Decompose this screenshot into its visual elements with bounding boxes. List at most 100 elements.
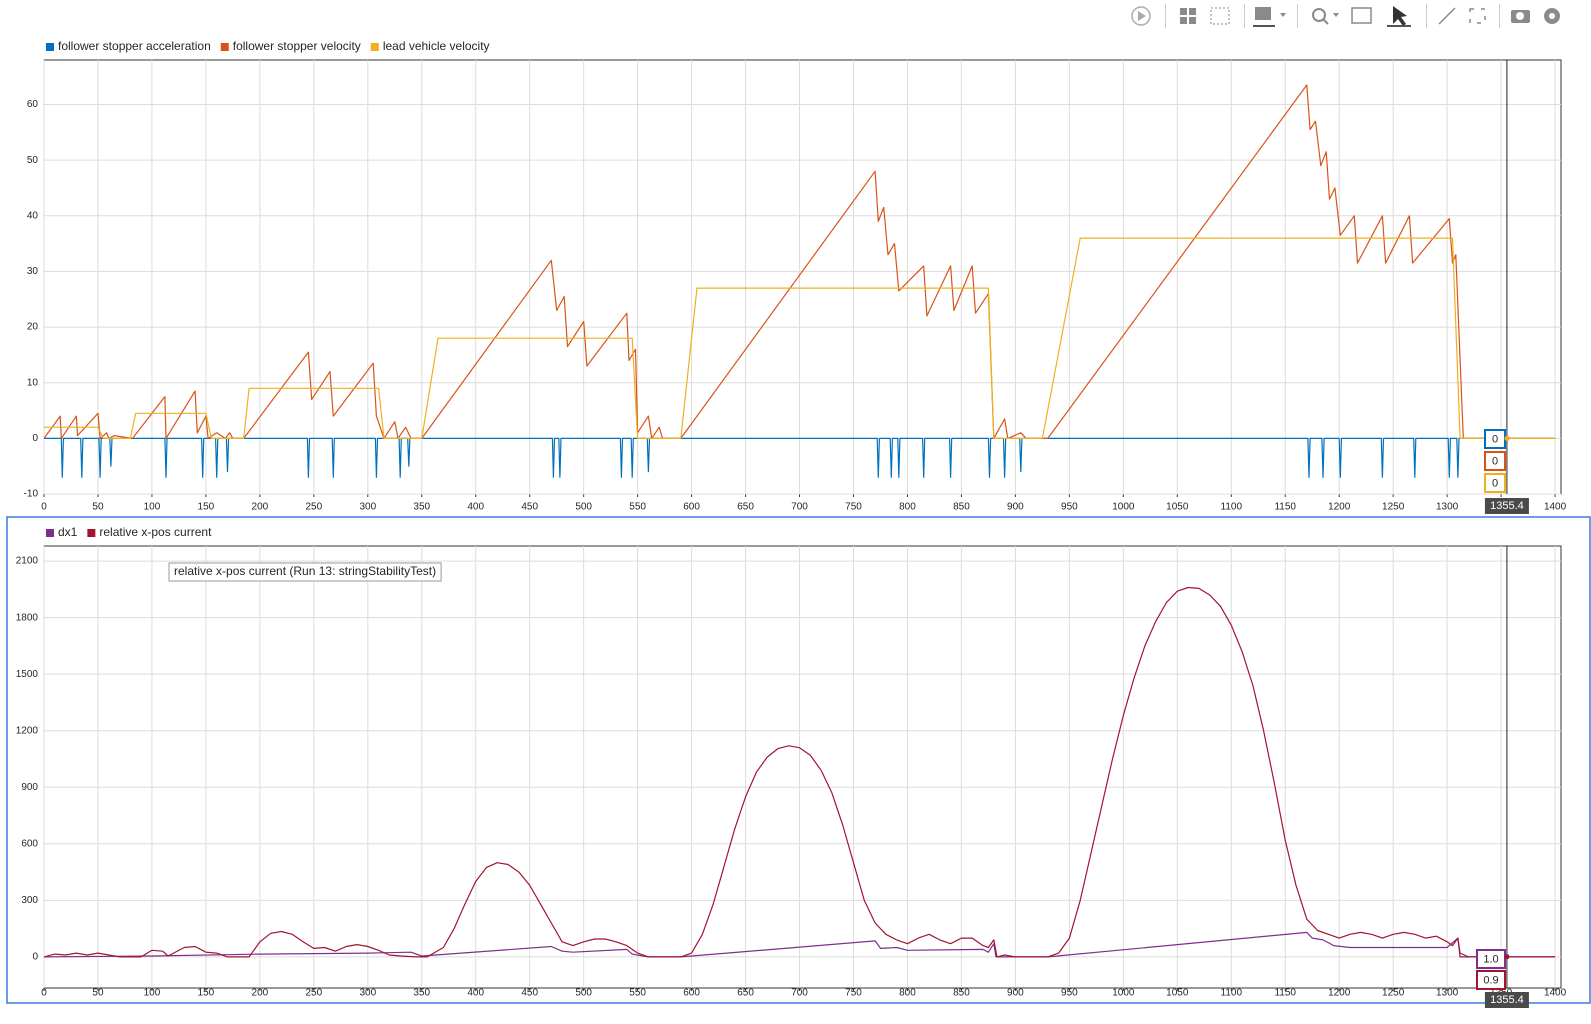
x-tick-label: 850 [953,988,970,999]
x-tick-label: 500 [575,502,592,513]
y-tick-label: 0 [32,952,38,963]
legend-swatch [370,43,379,51]
fullscreen-button[interactable] [1469,8,1486,24]
legend-label: dx1 [58,525,78,539]
y-tick-label: 1800 [16,612,39,623]
x-tick-label: 1100 [1221,988,1243,999]
layout-button[interactable] [1180,8,1196,24]
cursor-point [1504,435,1510,441]
legend: dx1 relative x-pos current [46,525,212,539]
x-tick-label: 650 [737,502,754,513]
fit-button[interactable] [1351,7,1372,24]
x-tick-label: 250 [305,502,322,513]
x-tick-label: 1050 [1166,988,1189,999]
series-line [43,931,1556,958]
expand-button[interactable] [1438,7,1456,25]
cursor-value-box [1484,451,1506,471]
x-tick-label: 1200 [1328,988,1351,999]
x-tick-label: 150 [198,502,215,513]
settings-button[interactable] [1544,8,1560,24]
legend-swatch [46,529,54,537]
x-tick-label: 600 [683,988,700,999]
y-tick-label: 60 [27,99,39,110]
x-tick-label: 50 [92,988,104,999]
x-tick-label: 100 [144,988,161,999]
separator [1499,4,1500,28]
plot-area [43,59,1562,495]
legend-label: relative x-pos current [99,525,212,539]
x-tick-label: 450 [521,502,538,513]
x-tick-label: 400 [467,988,484,999]
cursor-value: 0 [1492,477,1498,489]
legend-label: lead vehicle velocity [383,39,490,53]
cursor-value: 0 [1492,455,1498,467]
cursor-value: 0.9 [1483,974,1498,986]
annotation-box [168,562,442,582]
cursor-label: 1355.4 [1490,500,1524,512]
series-line [43,84,1556,439]
cursor-value: 0 [1492,433,1498,445]
y-tick-label: 300 [21,895,38,906]
cursor-value: 1.0 [1483,953,1498,965]
x-tick-label: 450 [521,988,538,999]
y-tick-label: 40 [27,210,39,221]
y-tick-label: 50 [27,155,39,166]
x-tick-label: 350 [413,988,430,999]
x-tick-label: 1200 [1328,502,1351,513]
cursor-point [1504,954,1510,960]
y-tick-label: 2100 [16,556,39,567]
x-tick-label: 600 [683,502,700,513]
plot-area [43,545,1562,989]
x-tick-label: 0 [41,988,47,999]
x-tick-label: 950 [1061,502,1078,513]
x-tick-label: 150 [198,988,215,999]
x-tick-label: 200 [252,502,269,513]
separator [1165,4,1166,28]
x-tick-label: 800 [899,988,916,999]
cursor-value-box [1484,473,1506,493]
separator [1244,4,1245,28]
separator [1426,4,1427,28]
legend-label: follower stopper acceleration [58,39,211,53]
series-line [44,237,1556,439]
snapshot-button[interactable] [1511,10,1530,23]
x-tick-label: 1050 [1166,502,1189,513]
cursor-value-box [1476,949,1506,969]
zoom-button[interactable] [1312,8,1339,25]
x-tick-label: 300 [359,502,376,513]
x-tick-label: 1300 [1436,502,1459,513]
x-tick-label: 700 [791,502,808,513]
subplot: 0 50 100 150 200 250 300 350 400 450 500 550 600 650 7… [24,59,1567,514]
grid-button[interactable] [1210,7,1230,25]
x-tick-label: 1250 [1382,988,1405,999]
x-tick-label: 950 [1061,988,1078,999]
y-tick-label: 20 [27,322,39,333]
y-tick-label: 1500 [16,669,39,680]
x-tick-label: 300 [359,988,376,999]
legend-swatch [87,529,96,537]
x-tick-label: 1150 [1274,988,1296,999]
x-tick-label: 200 [252,988,269,999]
x-tick-label: 650 [737,988,754,999]
subplot-button[interactable] [1253,7,1286,27]
subplot: 0 50 100 150 200 250 300 350 400 450 500 550 600 650 7… [16,545,1567,1008]
x-tick-label: 1150 [1274,502,1296,513]
selected-subplot-border [6,516,1591,1004]
x-tick-label: 700 [791,988,808,999]
x-tick-label: 0 [41,502,47,513]
cursor-label: 1355.4 [1490,994,1524,1006]
cursor-button[interactable] [1387,6,1411,27]
series-line [44,437,1556,478]
play-button[interactable] [1131,6,1151,26]
x-tick-label: 1400 [1544,988,1567,999]
x-tick-label: 850 [953,502,970,513]
annotation: relative x-pos current (Run 13: stringSt… [174,564,436,578]
x-tick-label: 800 [899,502,916,513]
x-tick-label: 900 [1007,988,1024,999]
x-tick-label: 1400 [1544,502,1567,513]
x-tick-label: 350 [413,502,430,513]
x-tick-label: 100 [144,502,161,513]
y-tick-label: 600 [21,838,38,849]
x-tick-label: 900 [1007,502,1024,513]
x-tick-label: 250 [305,988,322,999]
